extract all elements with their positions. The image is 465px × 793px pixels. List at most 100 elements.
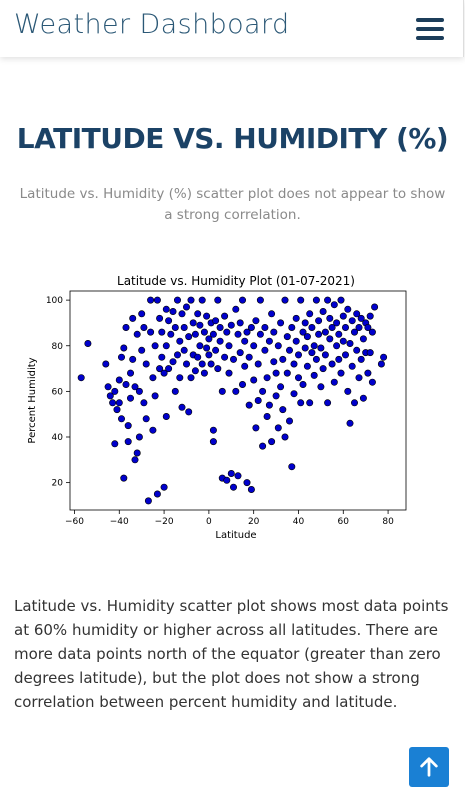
data-point <box>294 351 302 359</box>
data-point <box>306 310 314 318</box>
y-tick-label: 60 <box>52 387 64 397</box>
data-point <box>290 390 298 398</box>
data-point <box>230 483 238 491</box>
data-point <box>265 401 273 409</box>
y-tick-label: 40 <box>52 433 64 443</box>
data-point <box>147 328 155 336</box>
data-point <box>129 314 137 322</box>
data-point <box>283 333 291 341</box>
data-point <box>243 328 251 336</box>
data-point <box>196 321 204 329</box>
data-point <box>321 351 329 359</box>
data-point <box>279 406 287 414</box>
data-point <box>355 374 363 382</box>
data-point <box>263 374 271 382</box>
data-point <box>200 328 208 336</box>
data-point <box>118 415 126 423</box>
data-point <box>133 449 141 457</box>
data-point <box>337 369 345 377</box>
data-point <box>171 387 179 395</box>
data-point <box>183 360 191 368</box>
data-point <box>364 369 372 377</box>
data-points <box>77 296 388 505</box>
data-point <box>120 474 128 482</box>
data-point <box>104 383 112 391</box>
data-point <box>366 349 374 357</box>
data-point <box>259 442 267 450</box>
data-point <box>285 346 293 354</box>
data-point <box>319 307 327 315</box>
data-point <box>308 323 316 331</box>
data-point <box>149 426 157 434</box>
data-point <box>129 355 137 363</box>
data-point <box>216 337 224 345</box>
data-point <box>261 346 269 354</box>
plot-frame <box>69 290 407 511</box>
data-point <box>189 319 197 327</box>
data-point <box>324 296 332 304</box>
data-point <box>348 317 356 325</box>
data-point <box>236 319 244 327</box>
hamburger-icon[interactable] <box>416 18 444 40</box>
data-point <box>153 490 161 498</box>
menu-bar <box>416 36 444 40</box>
data-point <box>162 413 170 421</box>
data-point <box>333 319 341 327</box>
data-point <box>223 328 231 336</box>
humidity-chart: −60 −40 −20 0 20 40 60 80 20 40 60 80 100 Latitude v… <box>14 266 414 546</box>
x-tick-label: −20 <box>155 517 174 527</box>
data-point <box>227 321 235 329</box>
data-point <box>198 296 206 304</box>
data-point <box>169 307 177 315</box>
data-point <box>247 486 255 494</box>
data-point <box>135 387 143 395</box>
x-tick-label: 0 <box>206 517 212 527</box>
data-point <box>353 310 361 318</box>
data-point <box>205 335 213 343</box>
data-point <box>330 301 338 309</box>
data-point <box>138 310 146 318</box>
data-point <box>277 383 285 391</box>
data-point <box>162 305 170 313</box>
data-point <box>256 330 264 338</box>
data-point <box>223 476 231 484</box>
data-point <box>265 337 273 345</box>
data-point <box>106 392 114 400</box>
data-point <box>274 342 282 350</box>
arrow-up-icon <box>420 757 438 777</box>
data-point <box>306 399 314 407</box>
data-point <box>131 456 139 464</box>
data-point <box>324 399 332 407</box>
data-point <box>140 323 148 331</box>
data-point <box>156 365 164 373</box>
data-point <box>109 399 117 407</box>
data-point <box>261 323 269 331</box>
data-point <box>185 333 193 341</box>
data-point <box>341 323 349 331</box>
x-tick-label: 20 <box>248 517 260 527</box>
x-tick-label: 40 <box>293 517 305 527</box>
data-point <box>147 296 155 304</box>
data-point <box>171 323 179 331</box>
data-point <box>151 342 159 350</box>
data-point <box>346 419 354 427</box>
data-point <box>160 483 168 491</box>
data-point <box>256 296 264 304</box>
data-point <box>214 365 222 373</box>
y-tick-label: 20 <box>52 479 64 489</box>
data-point <box>355 323 363 331</box>
chart-description: Latitude vs. Humidity scatter plot shows… <box>14 597 449 711</box>
data-point <box>259 387 267 395</box>
data-point <box>113 406 121 414</box>
data-point <box>191 367 199 375</box>
data-point <box>281 296 289 304</box>
brand-title[interactable]: Weather Dashboard <box>14 9 290 40</box>
data-point <box>214 296 222 304</box>
data-point <box>232 387 240 395</box>
back-to-top-button[interactable] <box>409 747 449 787</box>
data-point <box>115 376 123 384</box>
data-point <box>149 374 157 382</box>
data-point <box>285 417 293 425</box>
data-point <box>230 355 238 363</box>
data-point <box>337 296 345 304</box>
